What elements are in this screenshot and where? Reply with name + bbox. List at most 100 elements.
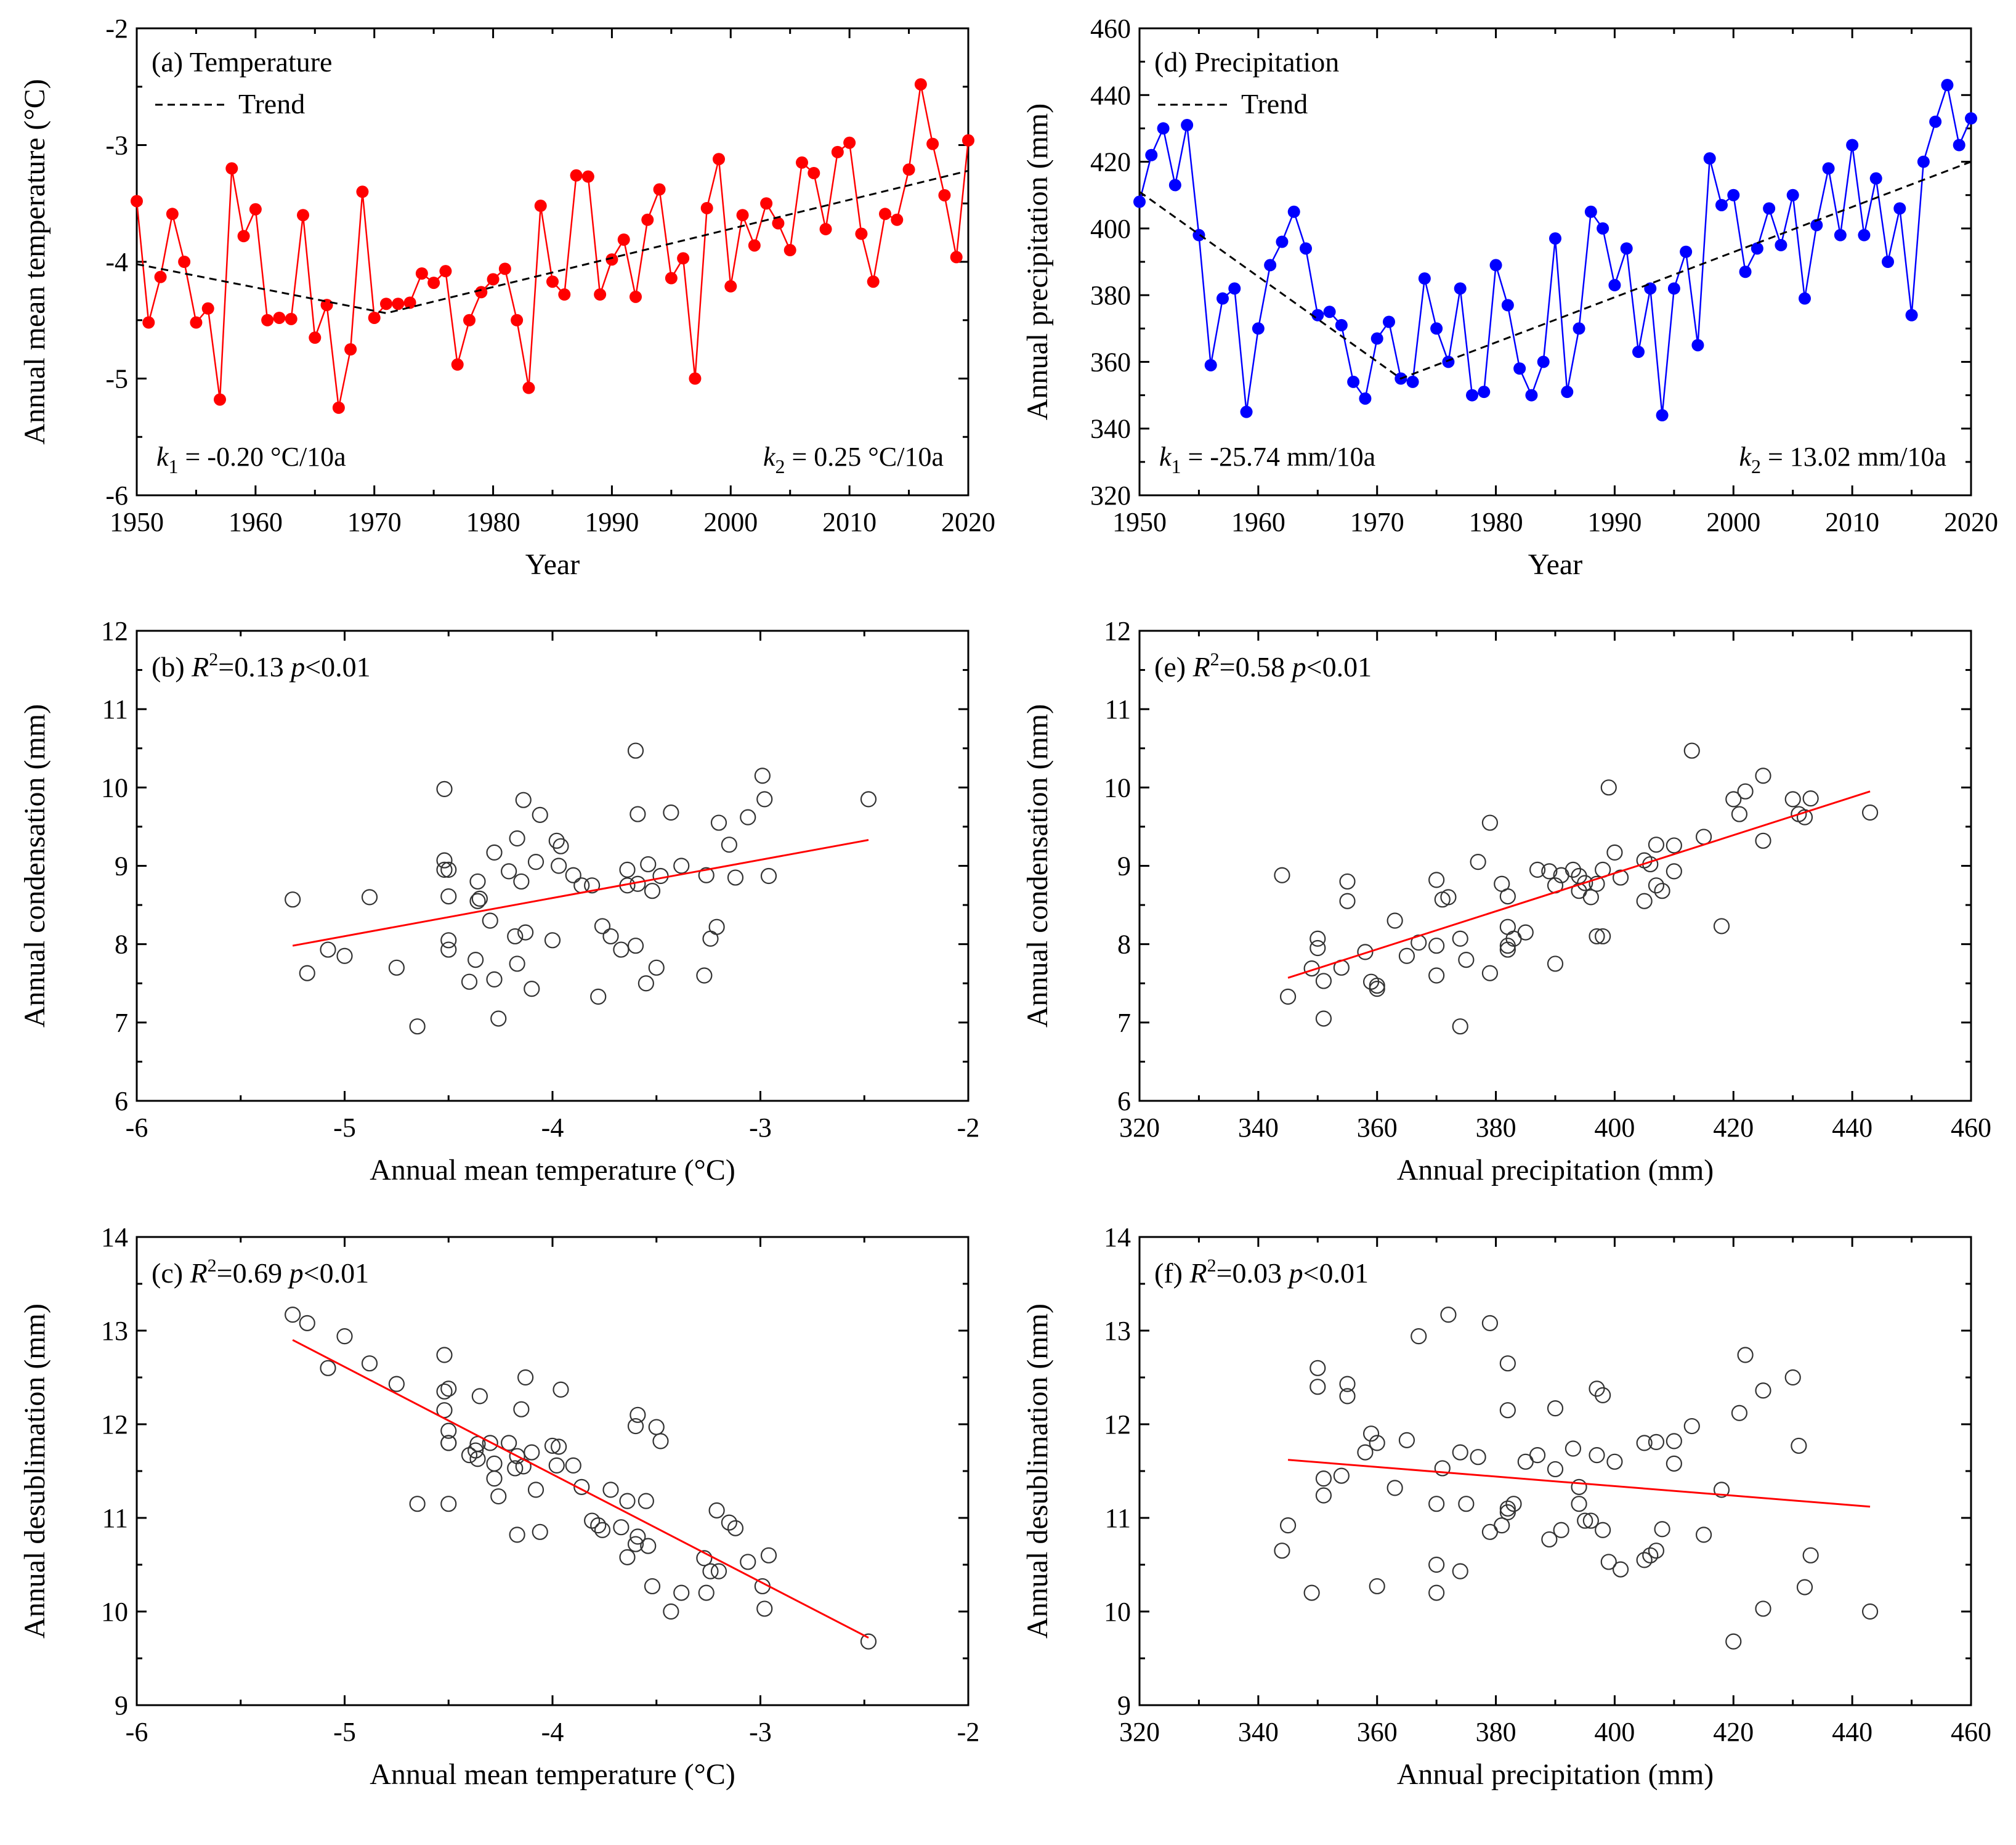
data-point bbox=[1802, 790, 1819, 807]
panel-label: (d) Precipitation bbox=[1154, 46, 1339, 78]
data-point bbox=[336, 1328, 353, 1345]
rate-value: = 13.02 mm/10a bbox=[1761, 442, 1946, 472]
data-point bbox=[1466, 389, 1478, 402]
data-point bbox=[1505, 1496, 1522, 1512]
data-point bbox=[629, 1528, 646, 1545]
y-tick-label: 10 bbox=[1104, 772, 1131, 803]
data-point bbox=[1861, 1603, 1879, 1620]
y-tick-label: 11 bbox=[1105, 694, 1131, 724]
data-point bbox=[1731, 806, 1748, 822]
y-tick-label: 14 bbox=[1104, 1222, 1131, 1252]
data-point bbox=[1499, 1500, 1516, 1517]
y-tick-label: 340 bbox=[1090, 414, 1131, 444]
data-point bbox=[544, 932, 561, 949]
x-tick-label: 2020 bbox=[1944, 507, 1998, 537]
data-point bbox=[487, 273, 500, 286]
data-point bbox=[1755, 1382, 1771, 1399]
x-tick-label: 1990 bbox=[585, 507, 639, 537]
data-point bbox=[1737, 783, 1754, 800]
data-point bbox=[475, 286, 488, 299]
y-tick-label: 10 bbox=[1104, 1597, 1131, 1627]
rate-value: = 0.25 °C/10a bbox=[785, 442, 944, 472]
data-point bbox=[380, 298, 392, 310]
x-tick-label: 1980 bbox=[1469, 507, 1523, 537]
data-point bbox=[490, 1488, 507, 1505]
panel-id: (c) bbox=[152, 1257, 190, 1289]
x-tick-label: -4 bbox=[541, 1113, 564, 1143]
rate-subscript: 2 bbox=[775, 455, 785, 477]
data-point bbox=[1311, 309, 1324, 322]
regression-line bbox=[1287, 1459, 1871, 1508]
data-point bbox=[1411, 1328, 1427, 1345]
x-tick-label: 1990 bbox=[1587, 507, 1642, 537]
data-point bbox=[524, 981, 540, 997]
data-point bbox=[613, 941, 629, 958]
data-point bbox=[356, 185, 369, 198]
regression-line bbox=[292, 839, 869, 947]
x-tick-label: 360 bbox=[1357, 1113, 1398, 1143]
data-point bbox=[1428, 938, 1445, 954]
panel-stats-label: (f) R2=0.03 p<0.01 bbox=[1154, 1255, 1369, 1289]
y-tick-label: 380 bbox=[1090, 280, 1131, 310]
data-point bbox=[1858, 229, 1871, 241]
data-point bbox=[652, 1433, 669, 1450]
r2-value: =0.03 bbox=[1216, 1257, 1282, 1289]
data-point bbox=[721, 837, 737, 853]
y-tick-label: 13 bbox=[101, 1316, 128, 1346]
data-point bbox=[1310, 930, 1326, 947]
data-point bbox=[320, 299, 333, 312]
data-point bbox=[602, 928, 619, 945]
data-point bbox=[534, 200, 547, 213]
data-point bbox=[1595, 1387, 1611, 1403]
data-point bbox=[336, 947, 353, 964]
data-point bbox=[1525, 389, 1538, 402]
x-tick-label: 320 bbox=[1119, 1717, 1160, 1747]
panel-stats-label: (e) R2=0.58 p<0.01 bbox=[1154, 649, 1372, 683]
data-point bbox=[860, 1633, 877, 1650]
data-point bbox=[1751, 242, 1763, 255]
data-point bbox=[440, 941, 457, 958]
y-tick-label: 12 bbox=[101, 1409, 128, 1440]
x-tick-label: 1960 bbox=[1231, 507, 1285, 537]
data-point bbox=[1725, 1633, 1742, 1650]
data-point bbox=[1784, 791, 1801, 808]
data-point bbox=[708, 1502, 725, 1519]
data-point bbox=[1636, 1435, 1653, 1451]
data-point bbox=[663, 804, 679, 821]
data-point bbox=[297, 209, 309, 222]
data-point bbox=[721, 1514, 737, 1531]
data-point bbox=[551, 858, 567, 874]
x-tick-label: 2000 bbox=[703, 507, 758, 537]
data-point bbox=[1359, 392, 1372, 405]
data-point bbox=[1315, 1470, 1332, 1487]
plot-frame bbox=[1138, 630, 1972, 1102]
data-point bbox=[509, 830, 525, 847]
rate-value: = -0.20 °C/10a bbox=[179, 442, 346, 472]
data-point bbox=[1452, 1018, 1468, 1035]
data-point bbox=[860, 791, 877, 808]
data-point bbox=[544, 1437, 561, 1454]
data-point bbox=[1481, 965, 1499, 981]
y-tick-label: 12 bbox=[1104, 616, 1131, 646]
y-tick-label: 7 bbox=[115, 1008, 128, 1038]
data-point bbox=[652, 867, 669, 885]
data-point bbox=[653, 183, 666, 196]
x-tick-label: 2000 bbox=[1706, 507, 1760, 537]
data-point bbox=[1300, 242, 1312, 255]
data-point bbox=[427, 277, 440, 290]
data-point bbox=[1582, 889, 1599, 906]
x-tick-label: 360 bbox=[1357, 1717, 1398, 1747]
data-point bbox=[756, 1600, 773, 1617]
data-point bbox=[1648, 837, 1665, 853]
data-point bbox=[1181, 119, 1194, 132]
data-point bbox=[285, 891, 301, 908]
data-point bbox=[440, 1435, 457, 1451]
x-axis-title: Annual precipitation (mm) bbox=[1397, 1758, 1714, 1791]
data-point bbox=[1882, 256, 1894, 268]
data-point bbox=[938, 189, 951, 201]
data-point bbox=[1454, 282, 1467, 295]
data-point bbox=[439, 265, 452, 278]
data-point bbox=[440, 861, 457, 878]
y-tick-label: 400 bbox=[1090, 214, 1131, 244]
